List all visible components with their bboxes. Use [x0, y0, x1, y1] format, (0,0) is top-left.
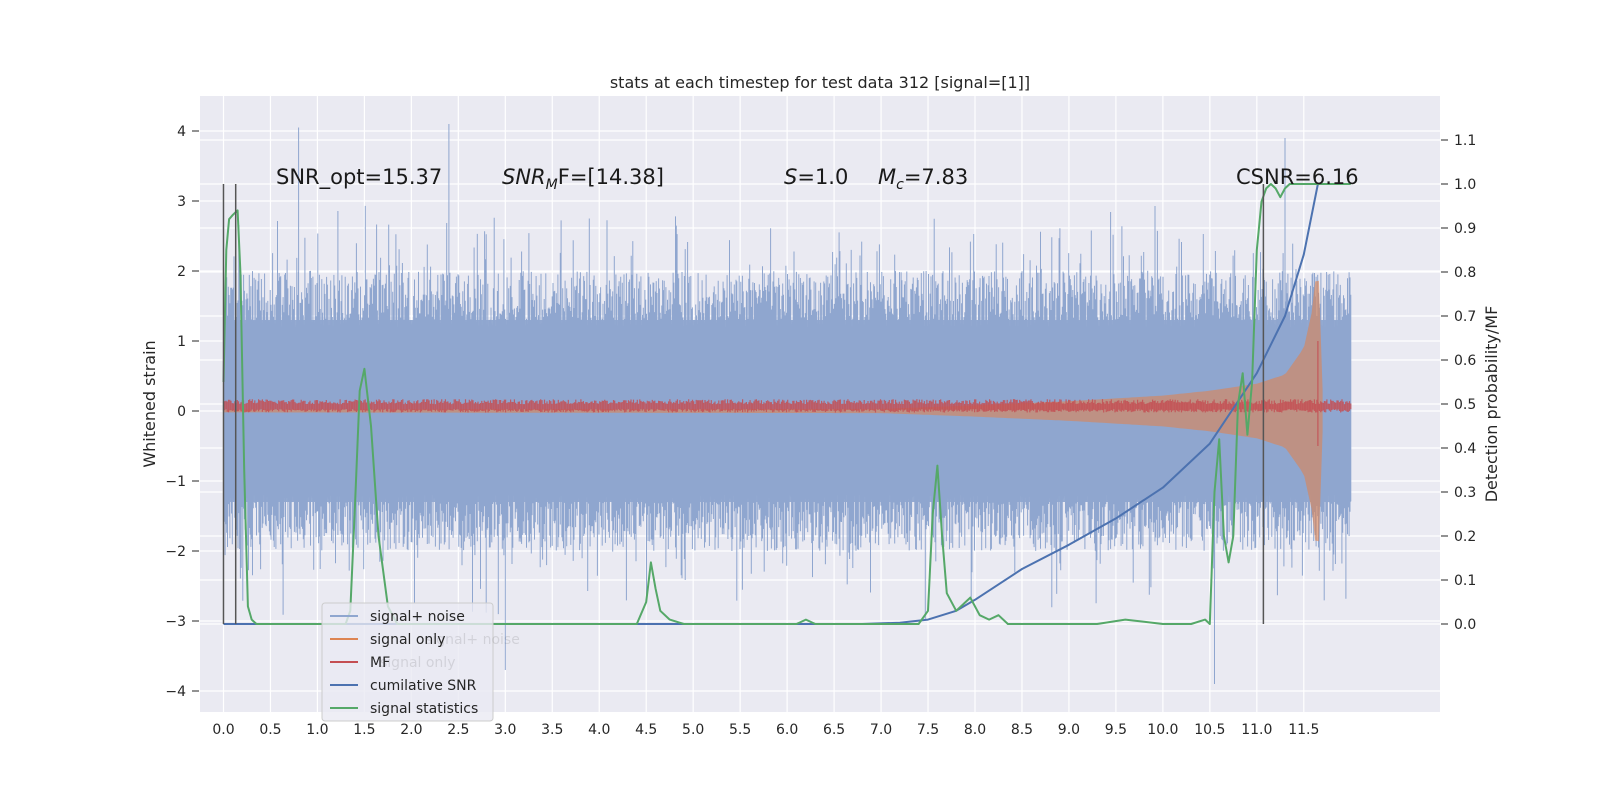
annotation-snr-opt: SNR_opt=15.37: [276, 165, 442, 190]
legend-label-mf: MF: [370, 655, 390, 671]
annotation-snr-mf-rest: F=[14.38]: [558, 165, 664, 189]
x-tick-label: 6.5: [823, 722, 845, 738]
y-tick-label: −4: [165, 684, 186, 700]
x-tick-label: 10.5: [1194, 722, 1225, 738]
x-tick-label: 1.0: [306, 722, 328, 738]
legend-box: [321, 602, 494, 722]
y2-tick-label: 0.9: [1454, 221, 1476, 237]
x-tick-label: 5.0: [682, 722, 704, 738]
y2-axis-ticks: 1.1 1.0 0.9 0.8 0.7 0.6 0.5 0.4 0.3 0.2 0.1 0.0: [1441, 133, 1476, 633]
x-axis-ticks: 0.0 0.5 1.0 1.5 2.0 2.5 3.0 3.5 4.0 4.5 5.0 5.5 6.0 6…: [212, 722, 1319, 738]
y-tick-label: −2: [165, 544, 186, 560]
y-tick-label: −3: [165, 614, 186, 630]
y2-tick-label: 0.6: [1454, 353, 1476, 369]
annotation-mc-sub: c: [896, 177, 904, 193]
x-tick-label: 4.0: [588, 722, 610, 738]
y-tick-label: −1: [165, 474, 186, 490]
x-tick-label: 3.0: [494, 722, 516, 738]
series-layer: [222, 124, 1352, 684]
annotation-s: S=1.0: [784, 165, 848, 189]
legend-label-signal-noise: signal+ noise: [370, 609, 465, 625]
x-tick-label: 6.0: [776, 722, 798, 738]
x-tick-label: 8.5: [1011, 722, 1033, 738]
annotation-mc-val: =7.83: [904, 165, 968, 189]
x-tick-label: 9.5: [1105, 722, 1127, 738]
legend-label-cumulative-snr: cumilative SNR: [370, 678, 477, 694]
annotation-snr-mf-sub: M: [546, 177, 558, 193]
x-tick-label: 5.5: [729, 722, 751, 738]
annotation-mc: Mc=7.83: [878, 165, 968, 193]
x-tick-label: 0.0: [212, 722, 234, 738]
y-axis-label: Whitened strain: [140, 340, 159, 467]
legend: signal+ noise signal only signal+ noise …: [321, 602, 520, 722]
y-tick-label: 3: [177, 194, 186, 210]
x-tick-label: 10.0: [1147, 722, 1178, 738]
annotation-s-sym: S: [784, 165, 797, 189]
y2-tick-label: 0.3: [1454, 485, 1476, 501]
y2-tick-label: 0.2: [1454, 529, 1476, 545]
y-tick-label: 1: [177, 334, 186, 350]
annotation-s-val: =1.0: [797, 165, 848, 189]
series-cumulative-snr: [223, 183, 1319, 625]
x-tick-label: 11.0: [1241, 722, 1272, 738]
y2-tick-label: 0.4: [1454, 441, 1476, 457]
x-tick-label: 3.5: [541, 722, 563, 738]
annotation-csnr: CSNR=6.16: [1236, 165, 1359, 189]
x-tick-label: 7.0: [870, 722, 892, 738]
y-tick-label: 4: [177, 124, 186, 140]
y2-tick-label: 1.0: [1454, 177, 1476, 193]
y-tick-label: 2: [177, 264, 186, 280]
y2-tick-label: 0.8: [1454, 265, 1476, 281]
legend-label-signal-statistics: signal statistics: [370, 701, 478, 717]
x-tick-label: 2.0: [400, 722, 422, 738]
y2-tick-label: 1.1: [1454, 133, 1476, 149]
vertical-markers: [222, 184, 1265, 624]
y2-tick-label: 0.1: [1454, 573, 1476, 589]
y-tick-label: 0: [177, 404, 186, 420]
y2-tick-label: 0.5: [1454, 397, 1476, 413]
x-tick-label: 4.5: [635, 722, 657, 738]
annotation-mc-sym: M: [878, 165, 896, 189]
y-axis-ticks: 4 3 2 1 0 −1 −2 −3 −4: [165, 124, 199, 700]
legend-ghost-signal-only: signal only: [380, 655, 455, 671]
y2-tick-label: 0.0: [1454, 617, 1476, 633]
x-tick-label: 2.5: [447, 722, 469, 738]
x-tick-label: 0.5: [259, 722, 281, 738]
annotation-snr-mf-base: SNR: [502, 165, 546, 189]
legend-label-signal-only: signal only: [370, 632, 445, 648]
chart-title: stats at each timestep for test data 312…: [610, 73, 1030, 92]
x-tick-label: 9.0: [1058, 722, 1080, 738]
x-tick-label: 8.0: [964, 722, 986, 738]
legend-ghost-noise: signal+ noise: [425, 632, 520, 648]
x-tick-label: 11.5: [1288, 722, 1319, 738]
annotation-snr-mf: SNRMF=[14.38]: [502, 165, 664, 193]
y2-axis-label: Detection probability/MF: [1482, 306, 1501, 503]
x-tick-label: 1.5: [353, 722, 375, 738]
y2-tick-label: 0.7: [1454, 309, 1476, 325]
x-tick-label: 7.5: [917, 722, 939, 738]
